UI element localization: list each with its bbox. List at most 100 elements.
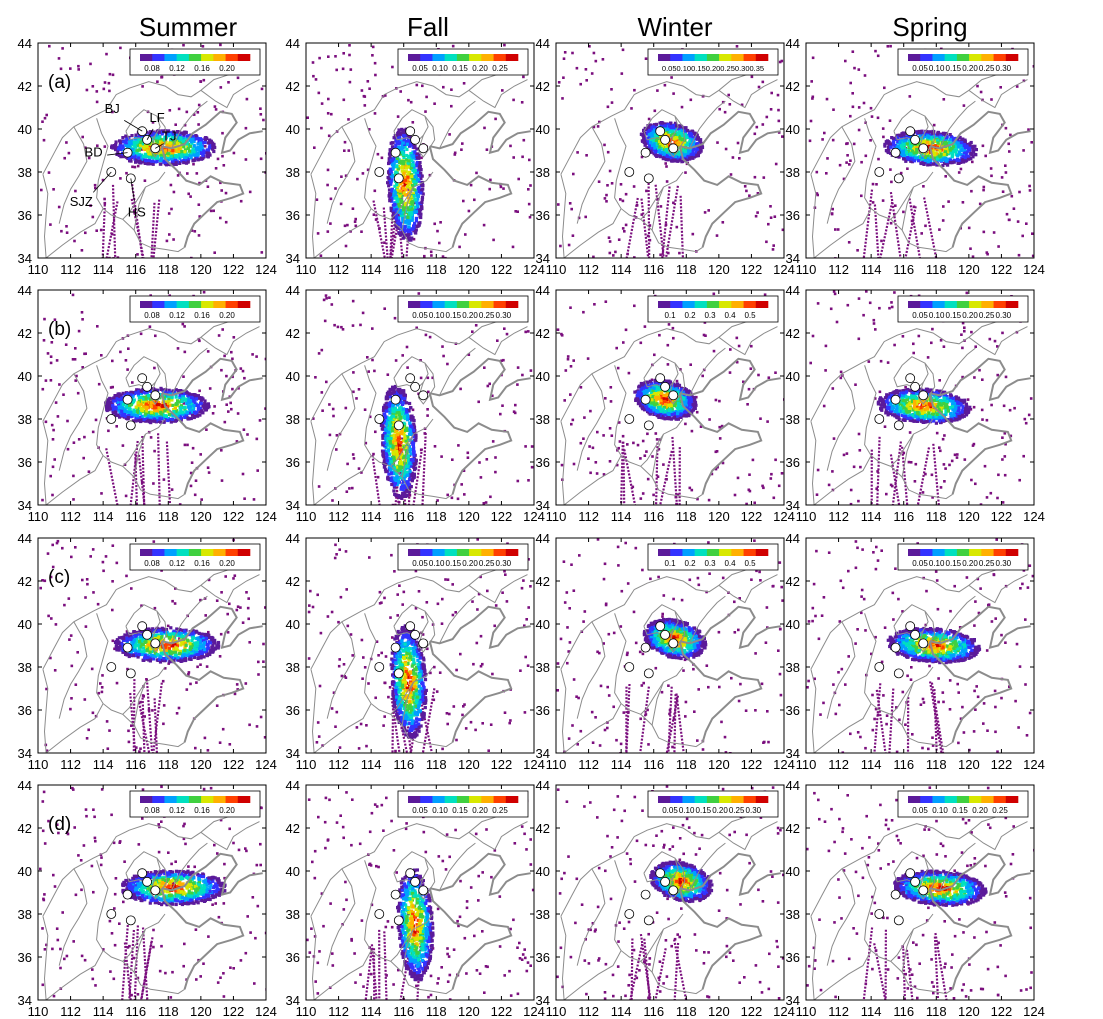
plume-cell: [948, 148, 952, 152]
plume-cell: [944, 150, 948, 154]
plume-cell: [198, 149, 202, 153]
low-value-cell: [420, 156, 423, 160]
low-value-cell: [359, 323, 362, 327]
plume-cell: [158, 417, 162, 421]
low-value-cell: [514, 210, 517, 213]
plume-cell: [119, 393, 123, 397]
low-value-cell: [559, 244, 562, 248]
low-value-cell: [421, 84, 424, 88]
plume-cell: [138, 415, 142, 419]
low-value-cell: [415, 326, 418, 330]
low-value-cell: [849, 114, 852, 118]
colorbar-swatch: [920, 54, 933, 61]
low-value-cell: [198, 215, 201, 218]
low-value-cell: [881, 127, 885, 130]
plume-cell: [900, 152, 904, 156]
y-tick-label: 34: [286, 251, 300, 266]
low-value-cell: [453, 153, 457, 156]
plume-cell: [675, 136, 679, 140]
plume-cell: [676, 153, 680, 157]
plume-cell: [923, 139, 927, 143]
colorbar-box: [647, 48, 779, 76]
plume-cell: [958, 135, 962, 140]
low-value-cell: [467, 209, 471, 213]
province-boundary: [310, 59, 528, 175]
low-value-cell: [657, 197, 660, 201]
plume-cell: [401, 141, 405, 145]
plume-cell: [950, 151, 955, 155]
low-value-cell: [484, 501, 488, 504]
plume-cell: [956, 141, 960, 145]
plume-cell: [907, 140, 911, 144]
coastline: [428, 145, 513, 248]
plume-cell: [174, 413, 178, 417]
plume-cell: [904, 159, 908, 163]
plume-cell: [407, 236, 411, 240]
plume-cell: [153, 419, 157, 423]
province-boundary: [58, 373, 88, 471]
plume-cell: [662, 125, 666, 129]
plume-cell: [142, 146, 146, 150]
plume-cell: [116, 400, 120, 404]
low-value-cell: [42, 339, 46, 342]
plume-cell: [111, 408, 115, 412]
plume-cell: [206, 148, 211, 152]
low-value-cell: [874, 49, 877, 53]
plume-cell: [118, 415, 122, 419]
plume-cell: [113, 407, 117, 411]
plume-cell: [927, 143, 931, 147]
station-marker-sjz: [374, 167, 385, 177]
low-value-cell: [503, 43, 506, 47]
low-value-cell: [59, 67, 63, 71]
station-marker-hs: [125, 420, 136, 431]
plume-cell: [907, 134, 911, 138]
low-value-cell: [640, 213, 644, 216]
plume-cell: [646, 124, 650, 128]
low-value-cell: [1018, 190, 1021, 194]
low-value-cell: [851, 105, 855, 109]
plume-cell: [896, 141, 900, 145]
low-value-cell: [774, 162, 778, 166]
low-value-cell: [816, 193, 819, 197]
low-value-cell: [701, 95, 705, 98]
plume-cell: [143, 414, 147, 418]
plume-cell: [944, 141, 948, 145]
trajectory-streak: [879, 201, 894, 258]
plume-cell: [166, 162, 170, 166]
low-value-cell: [521, 373, 524, 377]
plume-cell: [158, 130, 162, 134]
x-tick-label: 110: [296, 262, 317, 277]
low-value-cell: [745, 189, 748, 193]
plume-cell: [892, 136, 896, 140]
plume-cell: [155, 159, 159, 164]
plume-cell: [206, 402, 210, 406]
low-value-cell: [985, 251, 989, 254]
station-leader-line: [146, 128, 154, 140]
plume-cell: [931, 149, 935, 153]
coastline: [429, 110, 531, 155]
low-value-cell: [970, 189, 973, 193]
low-value-cell: [84, 231, 87, 235]
plume-cell: [675, 139, 679, 143]
plume-cell: [402, 186, 406, 190]
station-marker-lf: [142, 381, 153, 392]
low-value-cell: [97, 382, 101, 386]
plume-cell: [421, 192, 425, 196]
colorbar-tick-label: 0.12: [169, 311, 185, 320]
low-value-cell: [343, 224, 347, 228]
low-value-cell: [153, 449, 156, 453]
y-tick-label: 34: [786, 251, 800, 266]
plume-cell: [144, 402, 148, 406]
plume-cell: [128, 144, 132, 148]
plume-cell: [190, 393, 194, 397]
low-value-cell: [199, 453, 202, 456]
plume-cell: [405, 185, 410, 189]
plume-cell: [196, 142, 200, 146]
low-value-cell: [326, 230, 330, 233]
low-value-cell: [108, 256, 111, 258]
plume-cell: [963, 156, 967, 160]
low-value-cell: [567, 243, 571, 247]
low-value-cell: [67, 151, 71, 155]
low-value-cell: [49, 355, 53, 358]
plume-cell: [942, 131, 946, 135]
